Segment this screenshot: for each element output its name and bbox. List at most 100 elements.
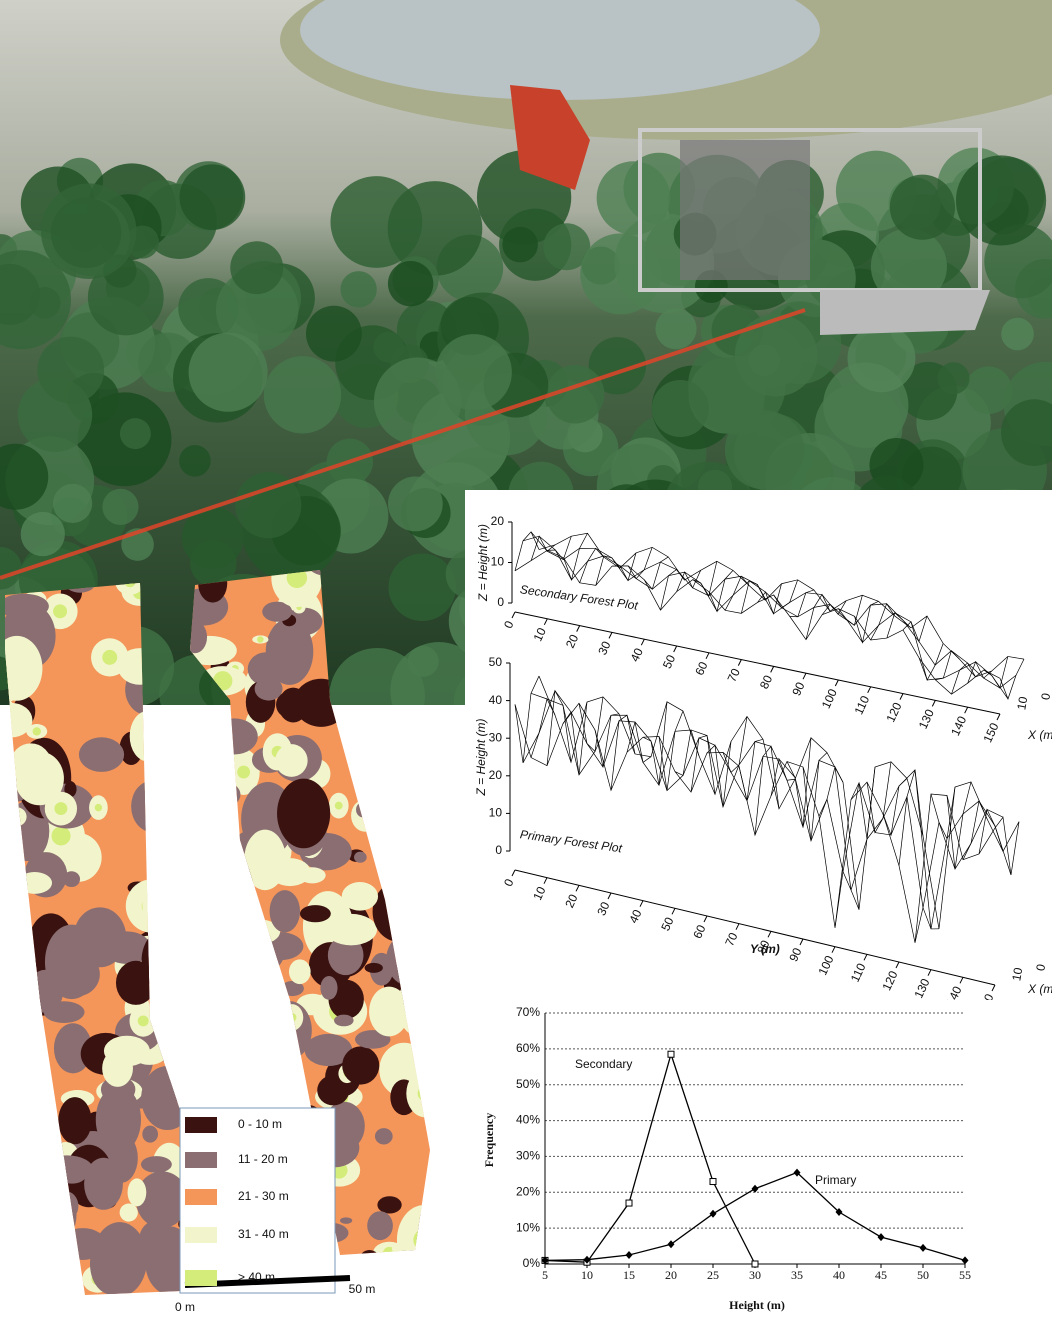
map-patch xyxy=(341,882,379,911)
map-patch xyxy=(254,676,283,701)
surface-line xyxy=(930,786,956,840)
map-patch xyxy=(287,1012,297,1023)
z-tick-label: 20 xyxy=(491,514,505,528)
surface-line xyxy=(802,752,828,841)
airship-fin xyxy=(510,85,590,190)
surface-line xyxy=(870,603,895,641)
map-patch xyxy=(129,710,167,762)
surface-line xyxy=(978,808,1004,855)
map-patch xyxy=(123,583,136,588)
x-tick-label: 50 xyxy=(917,1268,929,1282)
y-tick-label: 20 xyxy=(563,632,581,650)
x-axis-label: X (m) xyxy=(1027,982,1052,996)
marker xyxy=(961,1256,969,1265)
marker xyxy=(709,1209,717,1218)
map-patch xyxy=(173,821,202,848)
y-tick-label: 10 xyxy=(531,625,549,643)
tree xyxy=(188,332,268,412)
y-tick xyxy=(608,632,613,639)
map-patch xyxy=(150,929,189,970)
tree xyxy=(387,476,443,532)
map-patch xyxy=(351,799,380,832)
tree xyxy=(543,223,591,271)
y-tick xyxy=(705,652,710,660)
map-patch xyxy=(5,702,33,738)
surface-line xyxy=(850,767,876,840)
x-tick-label: 0 xyxy=(1033,963,1048,972)
map-patch xyxy=(171,847,187,863)
map-patch xyxy=(190,942,216,958)
map-patch xyxy=(342,1046,380,1085)
map-patch xyxy=(191,897,205,915)
map-patch xyxy=(173,787,198,808)
surface-line xyxy=(786,737,812,828)
y-tick xyxy=(927,969,932,976)
y-tick-label: 60% xyxy=(516,1041,540,1055)
tree xyxy=(390,642,488,705)
map-patch xyxy=(94,803,103,812)
marker xyxy=(667,1240,675,1249)
surface-line xyxy=(514,675,540,763)
y-tick xyxy=(895,961,900,969)
map-patch xyxy=(43,1001,85,1024)
map-patch xyxy=(36,1225,56,1239)
map-patch xyxy=(421,877,430,896)
surface-line xyxy=(644,556,669,590)
map-patch xyxy=(187,894,205,920)
marker xyxy=(793,1168,801,1177)
x-tick-label: 10 xyxy=(1014,695,1030,711)
y-tick-label: 10% xyxy=(516,1220,540,1234)
gondola-engine xyxy=(680,140,810,280)
map-patch xyxy=(389,811,404,827)
map-patch xyxy=(182,870,205,894)
map-patch xyxy=(162,709,183,736)
y-tick xyxy=(863,954,868,961)
map-patch xyxy=(14,751,64,806)
map-patch xyxy=(18,1260,47,1291)
y-tick xyxy=(959,977,964,984)
tree xyxy=(305,305,362,362)
map-patch xyxy=(5,635,43,701)
map-patch xyxy=(288,959,311,985)
x-tick-label: 15 xyxy=(623,1268,635,1282)
map-patch xyxy=(401,1254,430,1255)
map-patch xyxy=(44,924,99,1000)
surface-line xyxy=(967,660,992,684)
map-patch xyxy=(131,780,174,833)
surface-line xyxy=(690,735,716,795)
surface-line xyxy=(962,799,988,860)
surface-line xyxy=(770,757,796,797)
tree xyxy=(847,324,916,393)
marker xyxy=(583,1255,591,1264)
tree xyxy=(734,313,818,397)
z-tick-label: 0 xyxy=(497,595,504,609)
y-tick-label: 80 xyxy=(754,938,772,956)
tree xyxy=(387,260,434,307)
map-patch xyxy=(197,858,205,881)
map-patch xyxy=(155,854,186,882)
surface-line xyxy=(773,579,798,609)
map-patch xyxy=(5,1055,11,1062)
map-patch xyxy=(119,1203,138,1222)
map-patch xyxy=(386,931,430,987)
map-patch xyxy=(237,765,251,779)
map-patch xyxy=(142,869,197,940)
map-patch xyxy=(192,894,212,905)
map-patch xyxy=(143,781,185,809)
tree xyxy=(0,443,49,510)
surface-line xyxy=(886,612,912,639)
map-patch xyxy=(18,1267,49,1295)
map-patch xyxy=(431,780,445,788)
y-tick xyxy=(964,706,969,714)
map-patch xyxy=(5,706,8,718)
surface-line xyxy=(951,662,976,695)
map-patch xyxy=(5,1206,38,1233)
surface-line xyxy=(611,552,637,582)
surface-line xyxy=(902,615,928,643)
map-patch xyxy=(354,1030,391,1049)
map-patch xyxy=(219,1049,227,1056)
y-axis-label: Frequency xyxy=(482,1113,496,1167)
series-label: Primary xyxy=(815,1173,856,1187)
y-axis-label: Y (m) xyxy=(750,942,780,956)
